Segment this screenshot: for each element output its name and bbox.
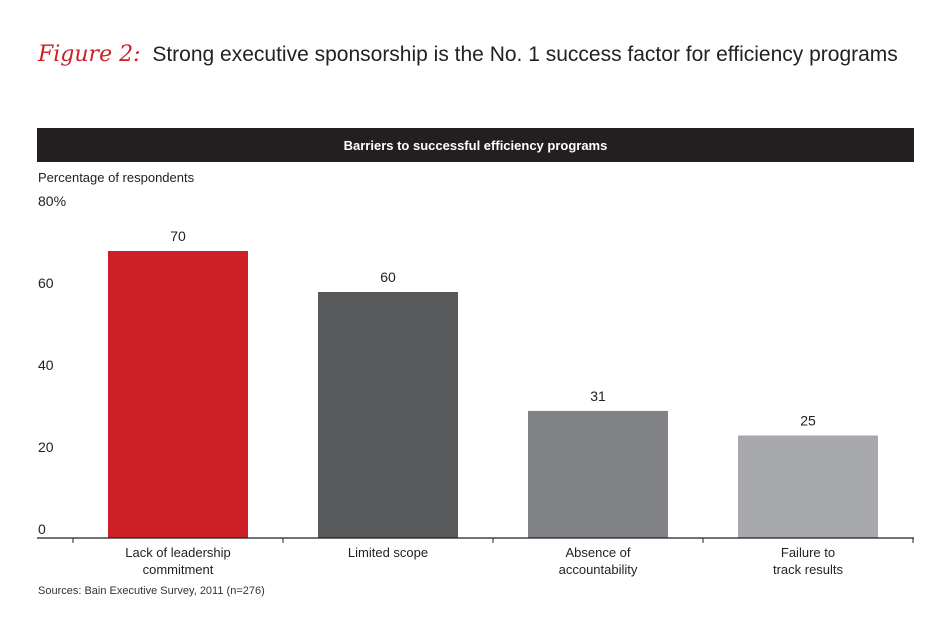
data-label: 25 [800,413,816,429]
data-label: 31 [590,388,606,404]
x-tick-label: Absence of accountability [559,545,638,577]
y-tick-label: 40 [38,357,54,373]
y-tick-label: 0 [38,521,46,537]
x-tick-label: Lack of leadership commitment [125,545,231,577]
data-label: 70 [170,228,186,244]
x-tick-label: Failure to track results [773,545,844,577]
source-note: Sources: Bain Executive Survey, 2011 (n=… [38,585,265,597]
bar [108,251,248,538]
chart-title-banner: Barriers to successful efficiency progra… [37,128,914,162]
bar [528,410,668,538]
chart-title: Barriers to successful efficiency progra… [343,137,608,153]
figure-title-text: Strong executive sponsorship is the No. … [152,43,898,66]
figure-label: Figure 2: [38,42,141,67]
y-axis-label: Percentage of respondents [38,170,195,185]
x-tick-label: Limited scope [348,545,428,560]
y-tick-label: 20 [38,439,54,455]
y-tick-label: 80% [38,193,66,209]
data-label: 60 [380,269,396,285]
y-tick-label: 60 [38,275,54,291]
figure-title: Figure 2: Strong executive sponsorship i… [38,42,898,67]
bar [318,292,458,538]
bar [738,435,878,538]
